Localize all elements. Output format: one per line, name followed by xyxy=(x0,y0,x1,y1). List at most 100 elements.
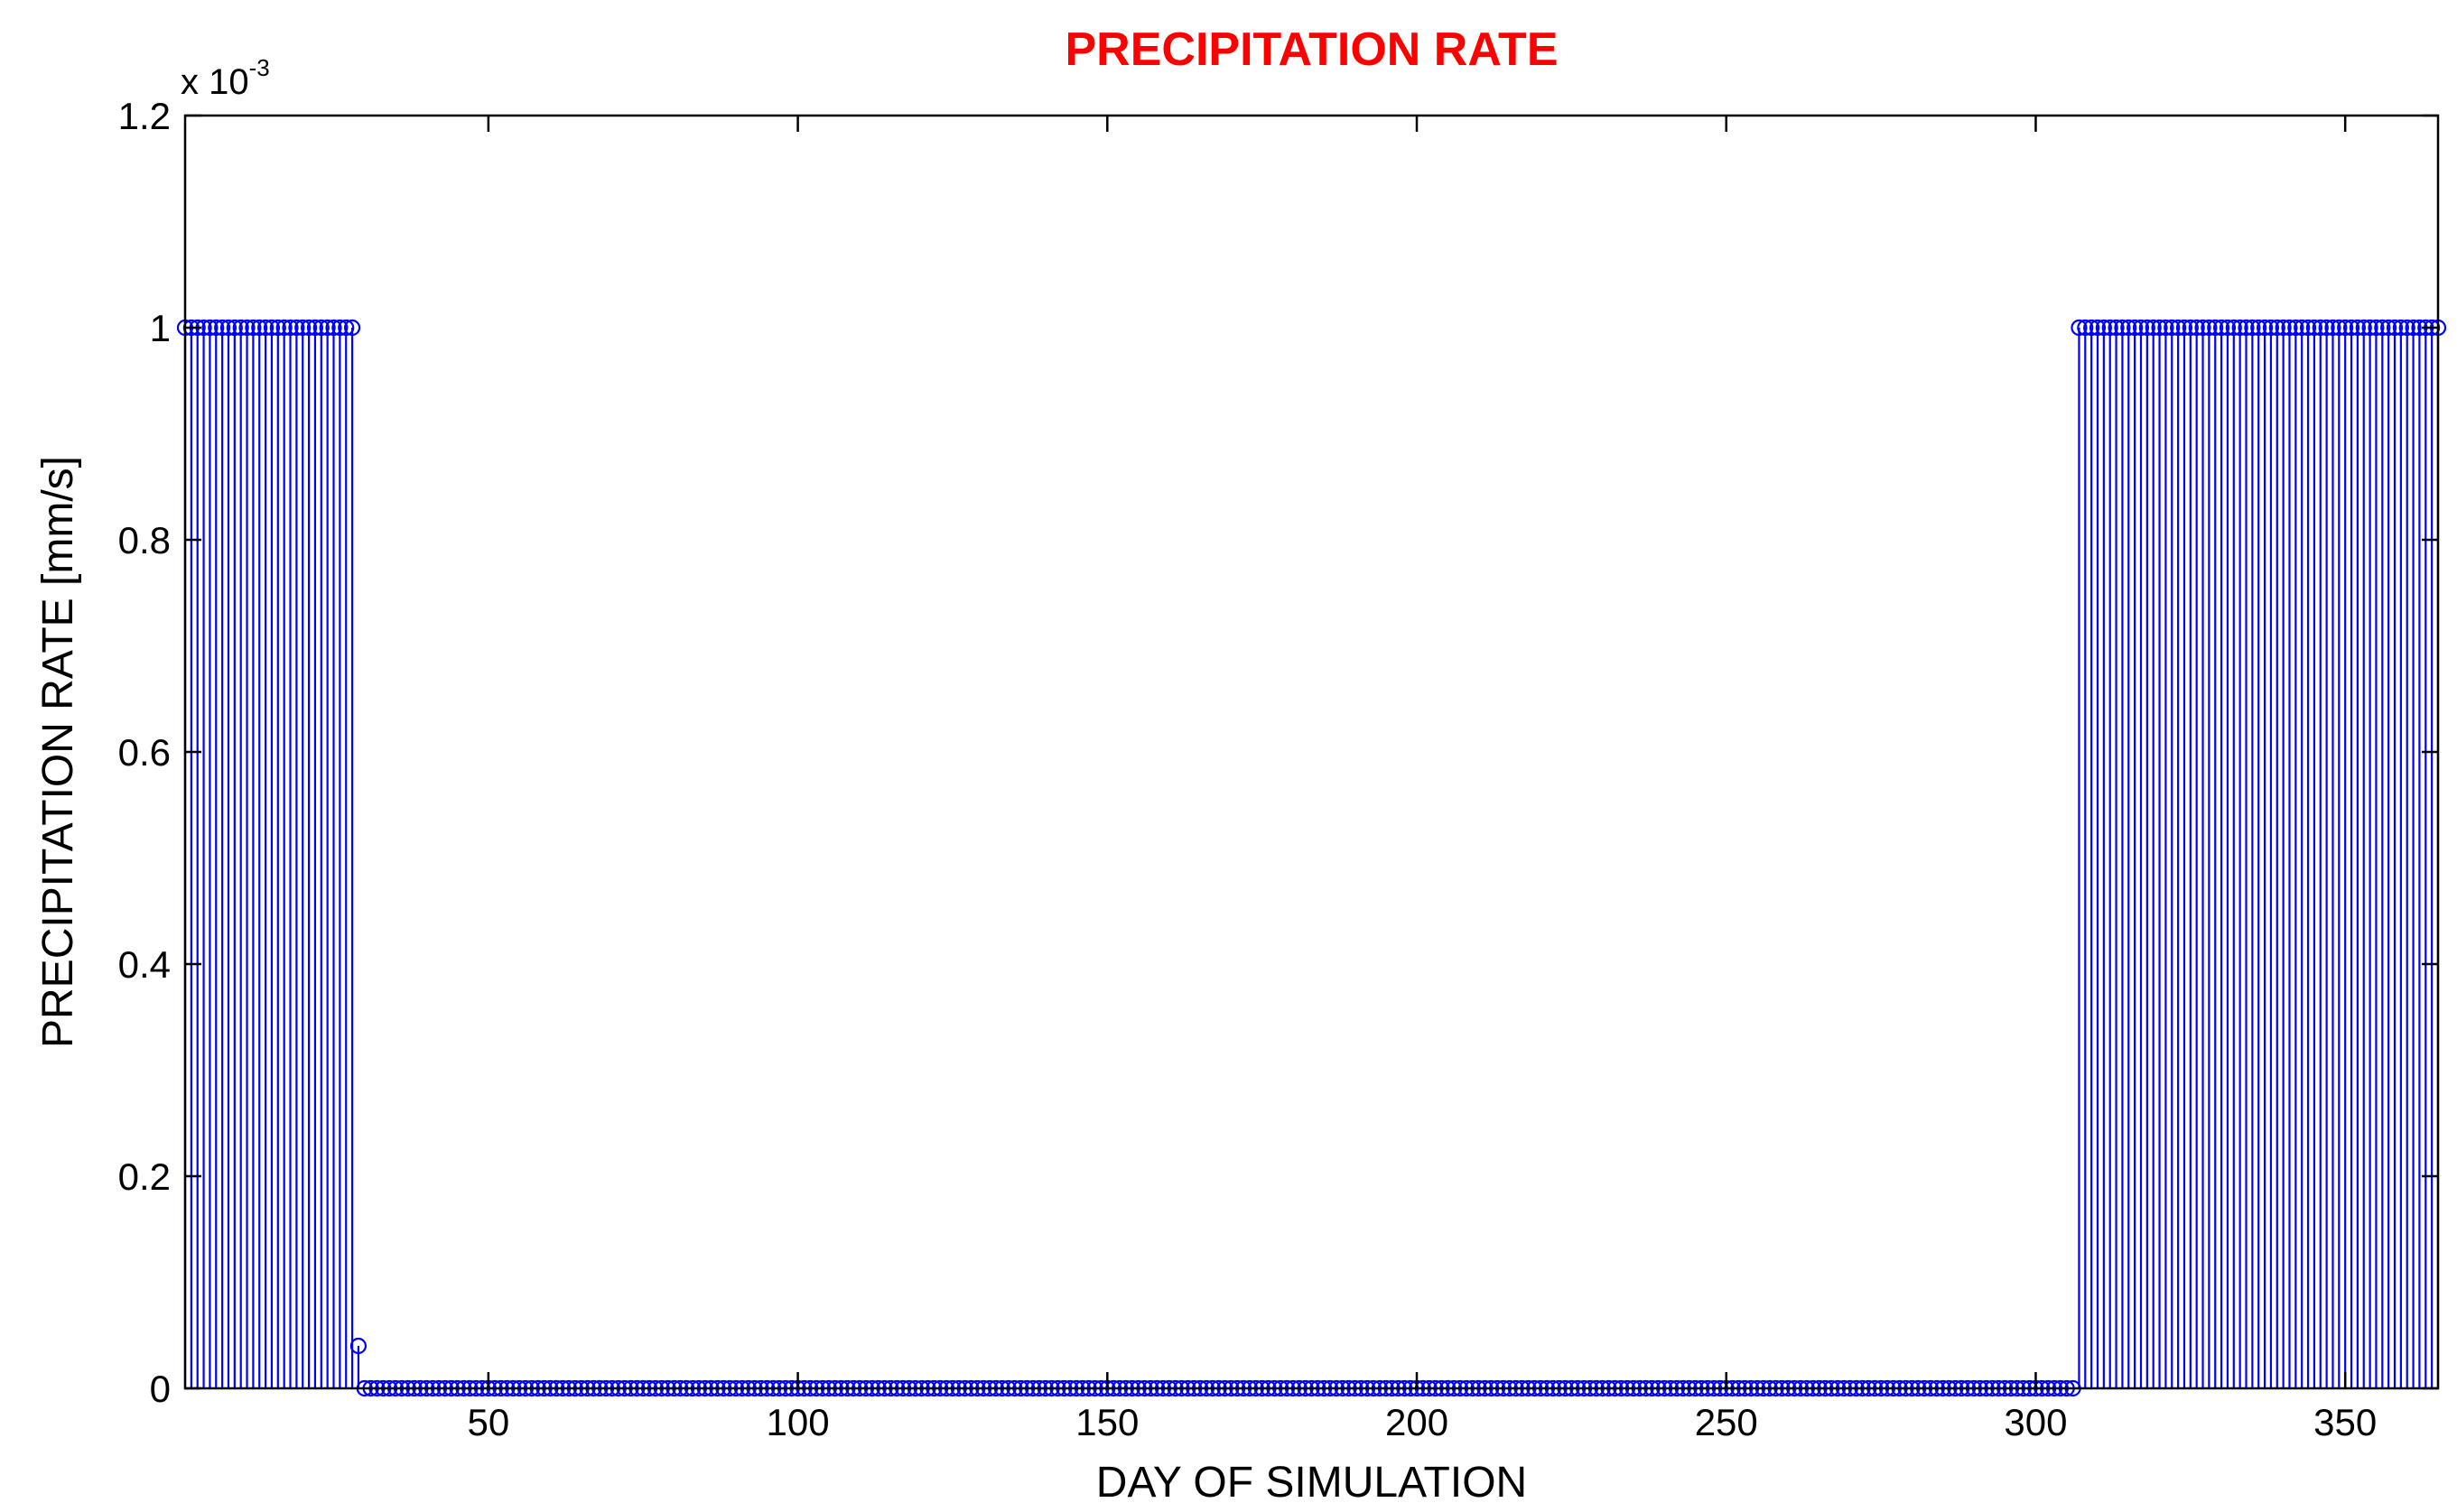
stem-marker xyxy=(2380,319,2397,337)
x-tick-label: 150 xyxy=(1075,1401,1139,1443)
stem-marker xyxy=(2127,319,2144,337)
stem-marker xyxy=(2361,319,2378,337)
x-tick-label: 300 xyxy=(2004,1401,2067,1443)
stem-marker xyxy=(269,319,286,337)
stem-marker xyxy=(2151,319,2168,337)
stem-marker xyxy=(2342,319,2360,337)
stem-marker xyxy=(232,319,249,337)
stem-marker xyxy=(2405,319,2422,337)
stem-marker xyxy=(2268,319,2285,337)
y-tick-label: 0.8 xyxy=(118,519,171,561)
stem-marker xyxy=(208,319,225,337)
stem-marker xyxy=(2250,319,2267,337)
stem-marker xyxy=(2089,319,2107,337)
stem-marker xyxy=(312,319,330,337)
stem-marker xyxy=(245,319,262,337)
x-tick-label: 50 xyxy=(468,1401,510,1443)
stem-marker xyxy=(2182,319,2199,337)
stem-marker xyxy=(2170,319,2187,337)
stem-marker xyxy=(2392,319,2409,337)
stem-marker xyxy=(2355,319,2372,337)
stem-marker xyxy=(2299,319,2317,337)
stem-marker xyxy=(2398,319,2415,337)
stem-marker xyxy=(2275,319,2292,337)
y-axis-exponent: x 10-3 xyxy=(181,54,270,102)
x-tick-label: 250 xyxy=(1695,1401,1758,1443)
stem-marker xyxy=(2138,319,2155,337)
x-tick-label: 350 xyxy=(2313,1401,2377,1443)
y-tick-label: 1 xyxy=(150,307,171,349)
stem-marker xyxy=(349,1337,368,1355)
y-axis-label: PRECIPITATION RATE [mm/s] xyxy=(34,456,82,1048)
stem-marker xyxy=(214,319,231,337)
stem-marker xyxy=(2331,319,2348,337)
stem-marker xyxy=(343,319,361,337)
stem-marker xyxy=(238,319,256,337)
stem-marker xyxy=(2083,319,2100,337)
stem-marker xyxy=(288,319,305,337)
stem-marker xyxy=(2337,319,2354,337)
stem-marker xyxy=(2374,319,2391,337)
stem-marker xyxy=(2256,319,2274,337)
stem-marker xyxy=(2101,319,2118,337)
stem-marker xyxy=(2071,319,2088,337)
stem-marker xyxy=(2175,319,2193,337)
stem-marker xyxy=(2318,319,2335,337)
stem-marker xyxy=(2207,319,2224,337)
stem-marker xyxy=(2305,319,2323,337)
y-tick-label: 0.2 xyxy=(118,1155,171,1198)
y-axis-exponent-power: -3 xyxy=(249,54,270,81)
stem-marker xyxy=(2132,319,2150,337)
stem-marker xyxy=(331,319,349,337)
stem-marker xyxy=(2281,319,2298,337)
x-tick-label: 200 xyxy=(1385,1401,1448,1443)
stem-marker xyxy=(2077,319,2094,337)
stem-marker xyxy=(2095,319,2112,337)
stem-marker xyxy=(219,319,237,337)
y-tick-label: 0 xyxy=(150,1368,171,1410)
stem-marker xyxy=(2294,319,2311,337)
stem-marker xyxy=(338,319,355,337)
stem-marker xyxy=(257,319,275,337)
y-axis-ticks: 0 0.2 0.4 0.6 0.8 1 1.2 xyxy=(118,95,2438,1410)
stem-marker xyxy=(2368,319,2385,337)
x-tick-label: 100 xyxy=(767,1401,830,1443)
x-axis-label: DAY OF SIMULATION xyxy=(1096,1459,1527,1507)
stem-marker xyxy=(251,319,268,337)
stem-marker xyxy=(2212,319,2230,337)
y-tick-label: 0.6 xyxy=(118,731,171,774)
stem-marker xyxy=(2157,319,2174,337)
stem-marker xyxy=(2287,319,2304,337)
y-tick-label: 1.2 xyxy=(118,95,171,137)
stem-marker xyxy=(2225,319,2242,337)
y-tick-label: 0.4 xyxy=(118,943,171,986)
stem-marker xyxy=(2244,319,2261,337)
stem-marker xyxy=(2188,319,2205,337)
stem-marker xyxy=(2145,319,2162,337)
stem-marker xyxy=(2108,319,2125,337)
stem-marker xyxy=(300,319,318,337)
stem-marker xyxy=(2312,319,2329,337)
stem-marker xyxy=(2238,319,2255,337)
stem-marker xyxy=(2194,319,2211,337)
stem-marker xyxy=(2262,319,2280,337)
stem-marker xyxy=(2114,319,2131,337)
chart-title: PRECIPITATION RATE xyxy=(1066,23,1559,76)
stem-marker xyxy=(2120,319,2137,337)
stem-marker xyxy=(2164,319,2181,337)
stem-marker xyxy=(201,319,219,337)
stem-marker xyxy=(2231,319,2248,337)
stem-marker xyxy=(226,319,243,337)
stem-marker xyxy=(306,319,324,337)
stem-marker xyxy=(275,319,293,337)
stem-marker xyxy=(325,319,342,337)
x-axis-ticks: 50 100 150 200 250 300 350 xyxy=(468,116,2377,1443)
stem-marker xyxy=(263,319,281,337)
stem-marker xyxy=(319,319,336,337)
stem-marker xyxy=(2201,319,2218,337)
stem-marker xyxy=(282,319,299,337)
stem-marker xyxy=(2219,319,2237,337)
stem-marker xyxy=(2386,319,2404,337)
